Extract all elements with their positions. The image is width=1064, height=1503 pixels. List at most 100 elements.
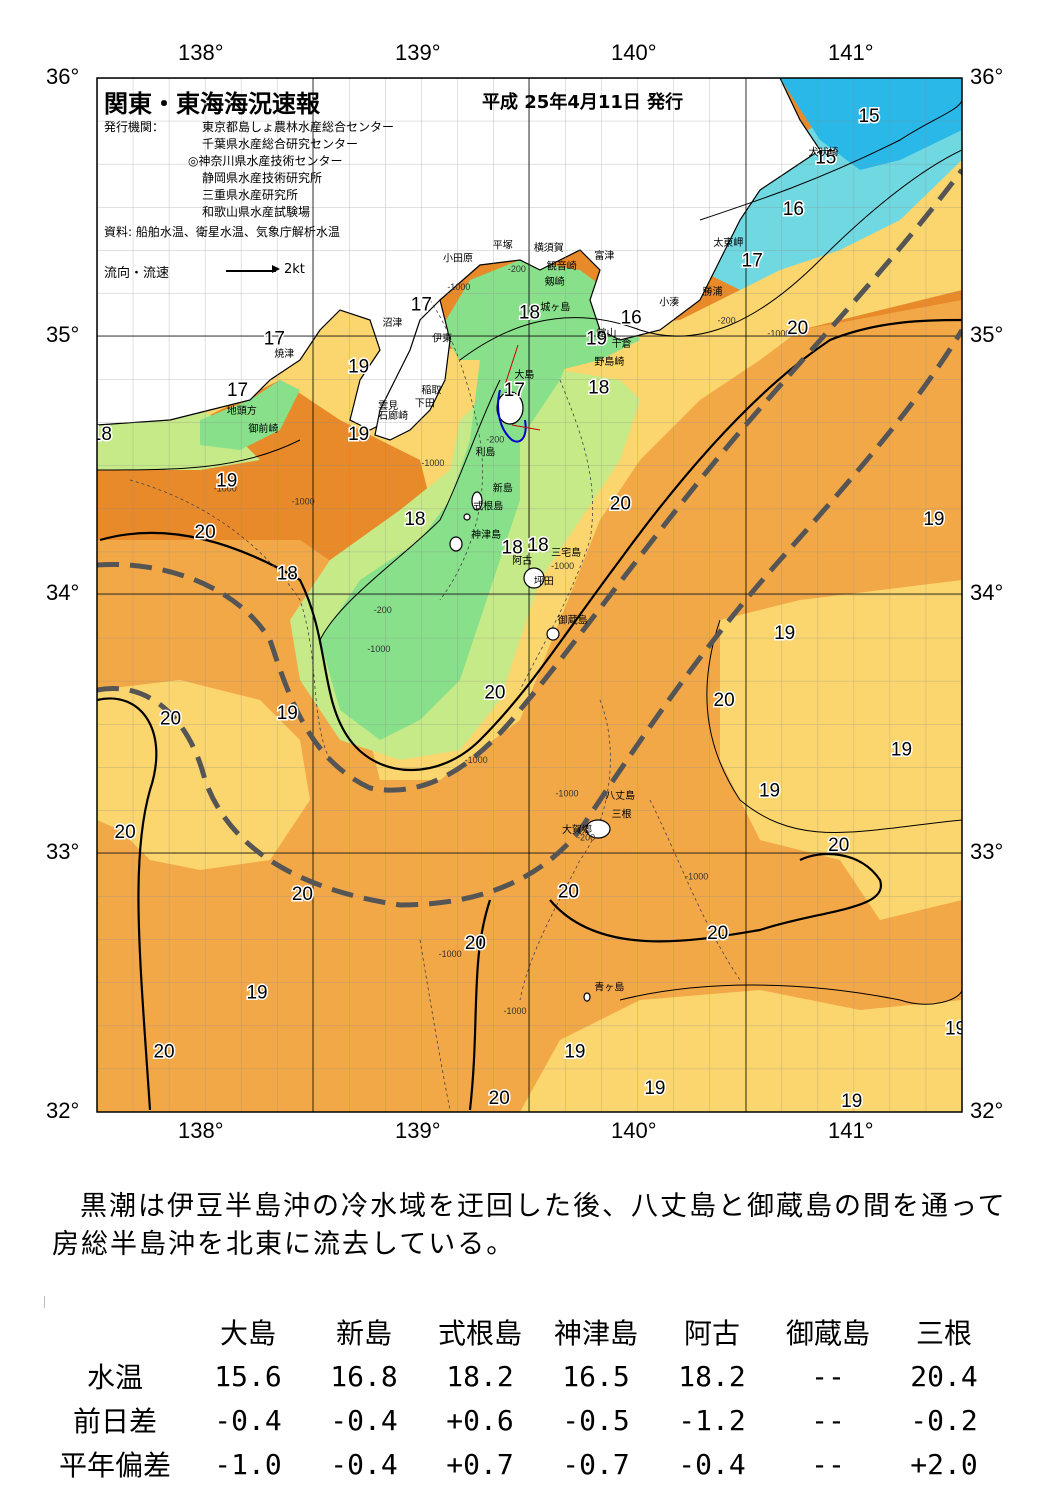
isotherm-label: 18 [528,535,549,556]
isotherm-label: 18 [404,509,425,530]
isotherm-label: 20 [489,1088,510,1109]
depth-label: -1000 [367,644,390,654]
table-row: 平年偏差 -1.0 -0.4 +0.7 -0.7 -0.4 -- +2.0 [40,1442,1002,1486]
depth-label: -1000 [551,561,574,571]
depth-label: -1000 [767,329,790,339]
isotherm-label: 15 [858,106,879,127]
map-frame [96,77,963,1113]
place-label: 坪田 [534,575,554,588]
issuer-2: 千葉県水産総合研究センター [202,137,359,151]
lat-label-left-35: 35° [46,322,80,347]
isotherm-label: 19 [774,623,795,644]
isotherm-label: 20 [558,881,579,902]
isotherm-label: 19 [246,982,267,1003]
isotherm-label: 17 [227,380,248,401]
isotherm-label: 19 [945,1018,966,1039]
place-label: 新島 [493,482,513,495]
depth-label: -200 [486,434,504,444]
isotherm-label: 20 [160,708,181,729]
isotherm-label: 20 [465,933,486,954]
place-label: 阿古 [512,554,532,567]
depth-label: -1000 [421,458,444,468]
isotherm-label: 17 [264,328,285,349]
place-label: 御前崎 [248,422,278,435]
place-label: 観音崎 [547,259,577,272]
isotherm-label: 16 [621,308,642,329]
map-canvas: -200 -1000 -200 -1000 -200 -1000 -1000 -1000 -20… [96,77,966,1113]
lon-label-top-141: 141° [828,40,874,65]
table-cell: 15.6 [214,1359,282,1393]
isotherm-label: 18 [502,538,523,559]
water-17c-sagami [440,260,640,370]
issue-date: 平成 25年4月11日 発行 [482,92,684,113]
isotherm-label: 20 [828,835,849,856]
isotherm-label: 20 [714,690,735,711]
isotherm-label: 20 [484,682,505,703]
kuroshio-axis [97,168,962,908]
isotherm-label: 17 [504,380,525,401]
isotherm-label: 19 [923,509,944,530]
depth-label: -1000 [685,871,708,881]
place-label: 平塚 [493,240,513,252]
current-vectors-red [504,344,541,431]
lat-label-right-32: 32° [970,1098,1004,1123]
water-15c [780,78,962,170]
depth-label: -1000 [447,282,470,292]
place-label: 城ヶ島 [540,301,570,314]
place-label: 犬吠埼 [808,146,838,159]
isotherm-label: 19 [564,1042,585,1063]
isotherm-label: 18 [277,563,298,584]
water-19c-east [720,580,962,920]
row-header-day-diff: 前日差 [72,1405,157,1438]
tick-mark [44,1296,45,1308]
place-label: 小湊 [659,295,679,308]
col-header-kozushima: 神津島 [553,1317,638,1350]
depth-label: -1000 [555,789,578,799]
issuer-6: 和歌山県水産試験場 [202,205,311,219]
summary-body: 黒潮は伊豆半島沖の冷水域を迂回した後、八丈島と御蔵島の間を通って房総半島沖を北東… [52,1191,1007,1260]
place-label: 雲見 [378,400,398,412]
place-label: 三根 [612,807,632,820]
row-header-anomaly: 平年偏差 [58,1449,171,1482]
isotherm-label: 19 [891,739,912,760]
place-label: 三宅島 [551,546,581,559]
table-cell: -- [811,1403,845,1437]
place-label: 御蔵島 [558,613,588,626]
col-header-mikurajima: 御蔵島 [785,1317,870,1350]
depth-contours [129,299,741,1111]
place-label: 館山 [597,327,617,340]
table-cell: +2.0 [910,1447,978,1481]
lon-label-top-138: 138° [178,40,224,65]
isotherm-label: 19 [644,1078,665,1099]
isotherm-label: 20 [115,822,136,843]
summary-text: 黒潮は伊豆半島沖の冷水域を迂回した後、八丈島と御蔵島の間を通って房総半島沖を北東… [52,1188,1012,1264]
islands [449,391,611,1002]
lon-label-bottom-140: 140° [611,1118,657,1143]
table-cell: -- [811,1447,845,1481]
place-label: 太東岬 [713,236,743,249]
lon-label-top-140: 140° [611,40,657,65]
place-label: 神津島 [471,528,501,541]
depth-label: -200 [508,264,526,274]
land-honshu [97,78,821,431]
table-cell: 18.2 [678,1359,746,1393]
place-label: 勝浦 [703,285,723,298]
water-19c-south [520,990,962,1112]
legend-arrow-icon [226,270,276,272]
place-label: 伊東 [432,332,452,345]
isotherm-label: 19 [216,470,237,491]
place-label: 野島崎 [594,355,624,368]
table-cell: 16.5 [562,1359,630,1393]
legend-arrowhead-icon [272,265,280,273]
issuer-label: 発行機関： [104,120,165,134]
lat-label-right-34: 34° [970,580,1004,605]
issuer-3: ◎神奈川県水産技術センター [188,154,343,168]
place-label: 剱崎 [545,275,565,288]
table-cell: -0.7 [562,1447,630,1481]
table-row: 水温 15.6 16.8 18.2 16.5 18.2 -- 20.4 [40,1354,1002,1398]
depth-labels: -200 -1000 -200 -1000 -200 -1000 -1000 -1000 -20… [214,264,791,1016]
isotherm-label: 19 [759,781,780,802]
issuer-4: 静岡県水産技術研究所 [202,171,323,185]
legend-scale: 2kt [284,262,305,277]
